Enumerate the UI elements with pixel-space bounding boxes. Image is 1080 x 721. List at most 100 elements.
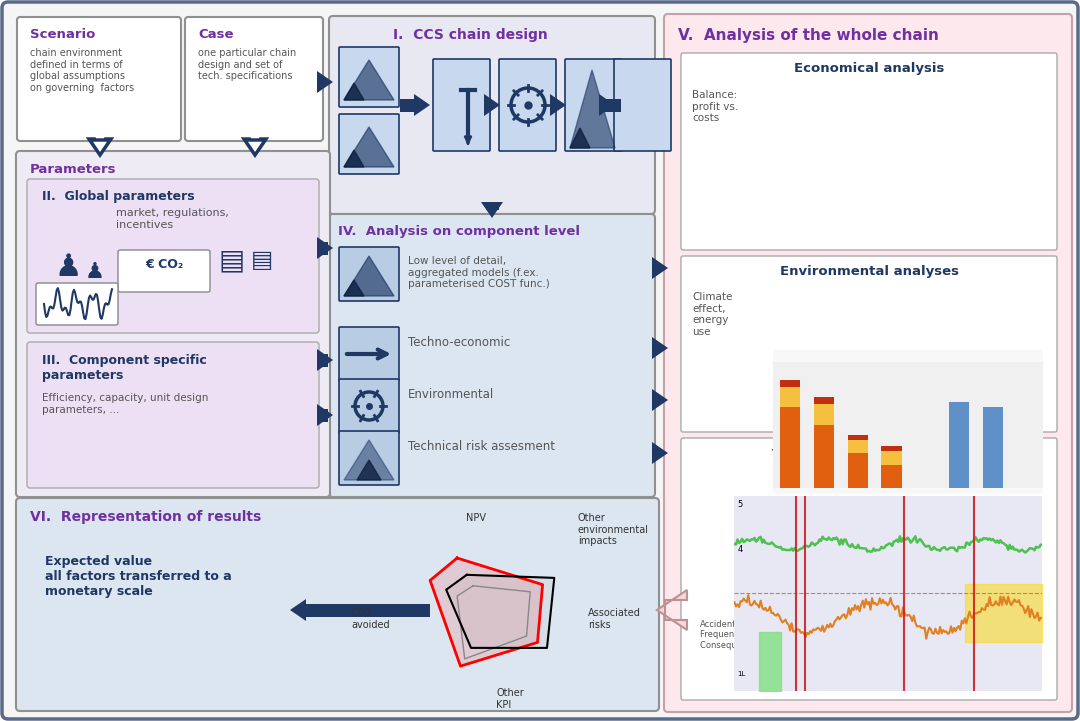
Bar bbox=[814, 397, 834, 404]
Text: Climate
effect,
energy
use: Climate effect, energy use bbox=[692, 292, 732, 337]
Bar bbox=[969, 386, 977, 398]
Bar bbox=[828, 398, 837, 412]
Text: Efficiency, capacity, unit design
parameters, ...: Efficiency, capacity, unit design parame… bbox=[42, 393, 208, 415]
Polygon shape bbox=[652, 389, 669, 411]
FancyBboxPatch shape bbox=[118, 250, 210, 292]
Text: Scenario: Scenario bbox=[30, 28, 95, 41]
Bar bbox=[947, 381, 956, 398]
Polygon shape bbox=[484, 94, 500, 116]
Text: ♟: ♟ bbox=[54, 254, 82, 283]
Text: 4: 4 bbox=[738, 545, 743, 554]
Bar bbox=[915, 373, 923, 398]
Text: Economical analysis: Economical analysis bbox=[794, 62, 944, 75]
Polygon shape bbox=[345, 83, 364, 100]
Text: Technical risk assesment: Technical risk assesment bbox=[408, 440, 555, 453]
Text: CO2
avoided: CO2 avoided bbox=[351, 608, 390, 629]
Polygon shape bbox=[484, 99, 489, 112]
Bar bbox=[818, 398, 826, 425]
Bar bbox=[814, 404, 834, 425]
FancyBboxPatch shape bbox=[339, 47, 399, 107]
Polygon shape bbox=[357, 460, 381, 480]
Bar bbox=[881, 451, 902, 465]
FancyBboxPatch shape bbox=[16, 151, 330, 497]
Text: III.  Component specific
parameters: III. Component specific parameters bbox=[42, 354, 206, 382]
Polygon shape bbox=[486, 202, 499, 210]
Bar bbox=[839, 391, 848, 398]
FancyBboxPatch shape bbox=[27, 179, 319, 333]
FancyBboxPatch shape bbox=[36, 283, 118, 325]
FancyBboxPatch shape bbox=[17, 17, 181, 141]
Bar bbox=[848, 440, 868, 454]
Bar bbox=[1023, 398, 1031, 403]
Text: I.  CCS chain design: I. CCS chain design bbox=[393, 28, 548, 42]
Polygon shape bbox=[345, 127, 394, 167]
Text: Environmental: Environmental bbox=[408, 388, 495, 401]
Text: II.  Global parameters: II. Global parameters bbox=[42, 190, 194, 203]
Bar bbox=[848, 454, 868, 488]
Bar bbox=[861, 377, 869, 398]
Polygon shape bbox=[446, 575, 554, 648]
Text: Accident
Frequency:  A
Consequence: p   Expected loss = f(d): Accident Frequency: A Consequence: p Exp… bbox=[700, 620, 861, 650]
Polygon shape bbox=[400, 99, 414, 112]
Polygon shape bbox=[318, 237, 333, 259]
Bar bbox=[882, 371, 891, 398]
Polygon shape bbox=[652, 442, 669, 464]
Polygon shape bbox=[306, 603, 430, 616]
Text: Low level of detail,
aggregated models (f.ex.
parameterised COST func.): Low level of detail, aggregated models (… bbox=[408, 256, 550, 289]
Bar bbox=[774, 398, 783, 466]
Bar bbox=[780, 407, 800, 488]
Polygon shape bbox=[318, 242, 328, 255]
Bar bbox=[872, 373, 880, 398]
Text: Balance:
profit vs.
costs: Balance: profit vs. costs bbox=[692, 90, 739, 123]
FancyBboxPatch shape bbox=[664, 14, 1072, 712]
FancyBboxPatch shape bbox=[339, 379, 399, 433]
Bar bbox=[936, 379, 945, 398]
Polygon shape bbox=[318, 76, 322, 89]
Text: € CO₂: € CO₂ bbox=[145, 258, 184, 271]
Text: NPV: NPV bbox=[465, 513, 486, 523]
Polygon shape bbox=[570, 70, 615, 148]
Polygon shape bbox=[599, 99, 621, 112]
Bar bbox=[980, 391, 988, 398]
Polygon shape bbox=[89, 139, 111, 155]
FancyBboxPatch shape bbox=[339, 247, 399, 301]
Text: market, regulations,
incentives: market, regulations, incentives bbox=[116, 208, 229, 229]
Text: one particular chain
design and set of
tech. specifications: one particular chain design and set of t… bbox=[198, 48, 296, 81]
Text: Associated
risks: Associated risks bbox=[588, 608, 640, 629]
Text: ♟: ♟ bbox=[85, 262, 105, 282]
Polygon shape bbox=[318, 353, 328, 366]
Text: Other
environmental
impacts: Other environmental impacts bbox=[578, 513, 649, 547]
Polygon shape bbox=[345, 60, 394, 100]
FancyBboxPatch shape bbox=[681, 256, 1057, 432]
Bar bbox=[958, 384, 967, 398]
Text: Technical risk assessment: Technical risk assessment bbox=[772, 448, 967, 461]
Bar bbox=[780, 380, 800, 387]
Bar bbox=[814, 425, 834, 488]
Text: VI.  Representation of results: VI. Representation of results bbox=[30, 510, 261, 524]
FancyBboxPatch shape bbox=[339, 431, 399, 485]
Text: 5: 5 bbox=[738, 500, 743, 509]
Bar bbox=[848, 435, 868, 440]
Bar bbox=[1034, 398, 1042, 412]
Text: V.  Analysis of the whole chain: V. Analysis of the whole chain bbox=[678, 28, 939, 43]
Polygon shape bbox=[430, 558, 542, 666]
Text: Case: Case bbox=[198, 28, 233, 41]
Bar bbox=[926, 376, 934, 398]
Bar bbox=[780, 387, 800, 407]
FancyBboxPatch shape bbox=[565, 59, 622, 151]
FancyBboxPatch shape bbox=[16, 498, 659, 711]
Bar bbox=[990, 395, 999, 398]
Text: Techno-economic: Techno-economic bbox=[408, 336, 510, 349]
Polygon shape bbox=[570, 128, 590, 148]
Bar bbox=[1012, 398, 1021, 400]
FancyBboxPatch shape bbox=[681, 438, 1057, 700]
FancyBboxPatch shape bbox=[681, 53, 1057, 250]
Polygon shape bbox=[345, 280, 364, 296]
Polygon shape bbox=[652, 337, 669, 359]
Polygon shape bbox=[414, 94, 430, 116]
FancyBboxPatch shape bbox=[185, 17, 323, 141]
Polygon shape bbox=[652, 257, 669, 279]
Polygon shape bbox=[599, 94, 615, 116]
FancyBboxPatch shape bbox=[433, 59, 490, 151]
Bar bbox=[881, 465, 902, 488]
